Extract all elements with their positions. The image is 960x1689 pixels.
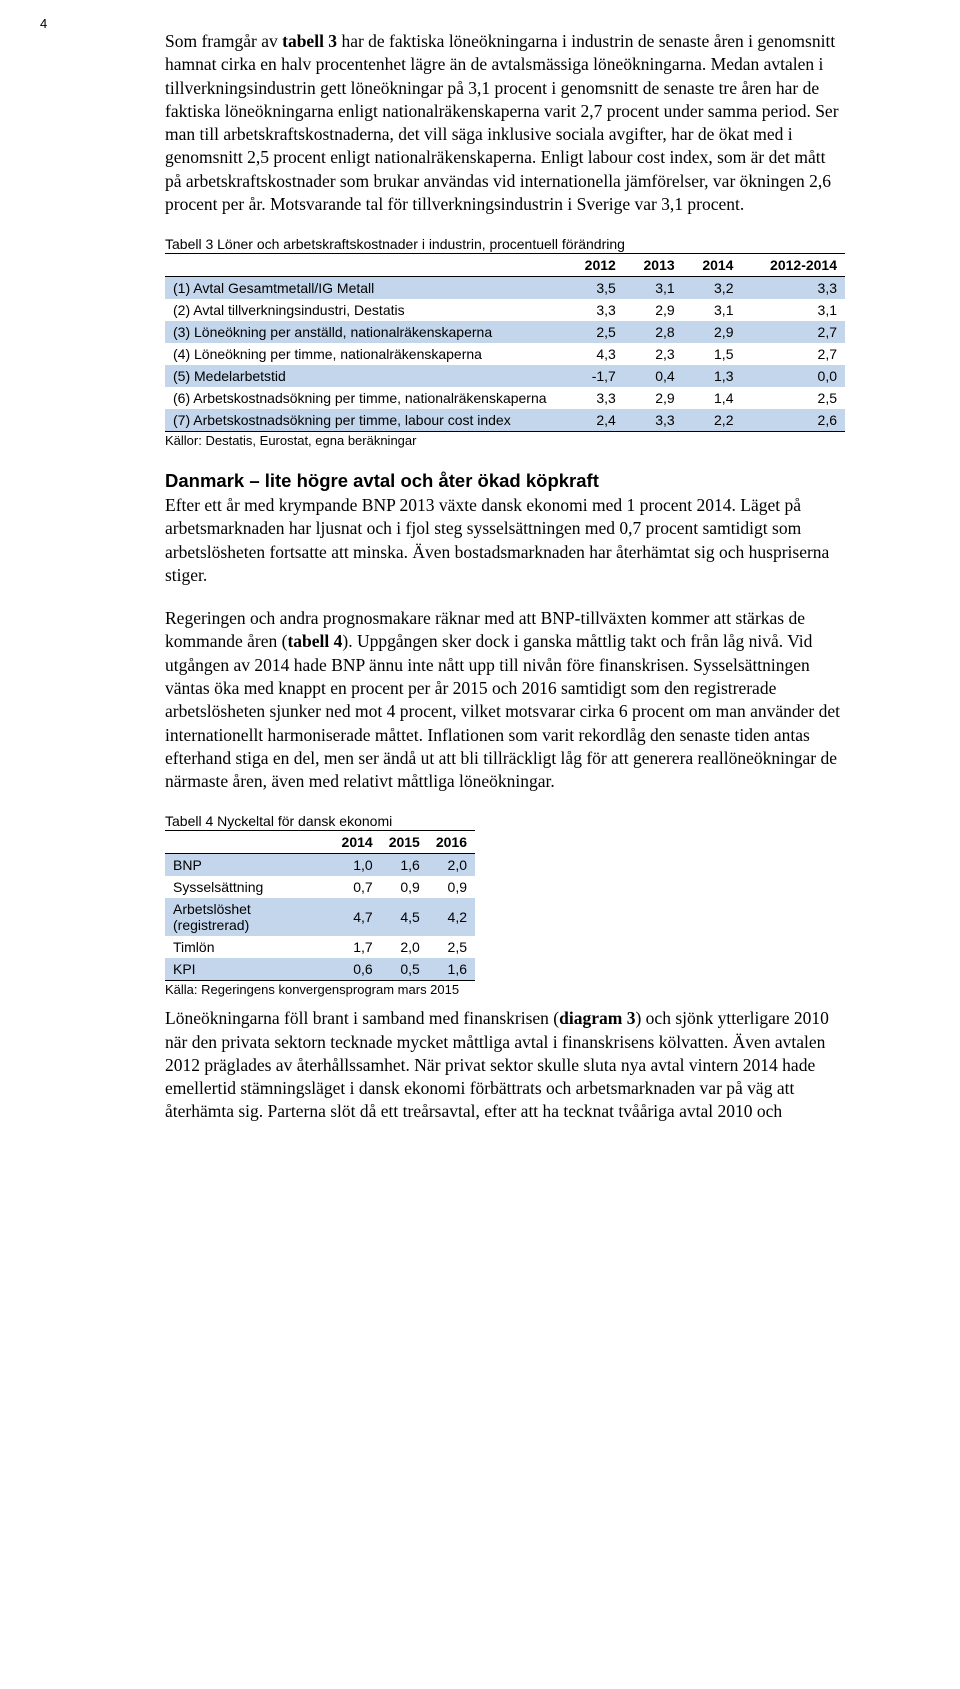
table-cell: 3,3	[624, 409, 683, 432]
table-col-header: 2016	[428, 831, 475, 854]
table-row: (7) Arbetskostnadsökning per timme, labo…	[165, 409, 845, 432]
table-cell: 0,0	[741, 365, 845, 387]
table-cell: 2,3	[624, 343, 683, 365]
table3-title: Tabell 3 Löner och arbetskraftskostnader…	[165, 236, 845, 252]
table-col-header: 2012-2014	[741, 254, 845, 277]
paragraph-2: Efter ett år med krympande BNP 2013 växt…	[165, 494, 845, 587]
table-cell: 2,6	[741, 409, 845, 432]
text: Som framgår av	[165, 31, 282, 51]
table-col-header: 2014	[683, 254, 742, 277]
table-cell: 3,3	[741, 277, 845, 300]
paragraph-4: Löneökningarna föll brant i samband med …	[165, 1007, 845, 1123]
table3-source: Källor: Destatis, Eurostat, egna beräkni…	[165, 433, 845, 448]
table-cell: 2,2	[683, 409, 742, 432]
table-4: 201420152016 BNP1,01,62,0Sysselsättning0…	[165, 830, 475, 981]
table-cell: 0,9	[381, 876, 428, 898]
page-content: Som framgår av tabell 3 har de faktiska …	[0, 0, 960, 1164]
table-cell: 4,7	[334, 898, 381, 936]
table-row-label: (5) Medelarbetstid	[165, 365, 565, 387]
table-row-label: BNP	[165, 854, 334, 877]
table-cell: 2,0	[428, 854, 475, 877]
table-cell: 2,9	[624, 387, 683, 409]
table-row-label: KPI	[165, 958, 334, 981]
table-cell: 4,2	[428, 898, 475, 936]
table-cell: 0,9	[428, 876, 475, 898]
page-number: 4	[40, 16, 47, 31]
table-row: (5) Medelarbetstid-1,70,41,30,0	[165, 365, 845, 387]
table-cell: 1,6	[428, 958, 475, 981]
table-row-label: (2) Avtal tillverkningsindustri, Destati…	[165, 299, 565, 321]
table-cell: 1,3	[683, 365, 742, 387]
table4-source: Källa: Regeringens konvergensprogram mar…	[165, 982, 845, 997]
table-row: KPI0,60,51,6	[165, 958, 475, 981]
text: Löneökningarna föll brant i samband med …	[165, 1008, 559, 1028]
table-3: 2012201320142012-2014 (1) Avtal Gesamtme…	[165, 253, 845, 432]
paragraph-1: Som framgår av tabell 3 har de faktiska …	[165, 30, 845, 216]
table-cell: 0,6	[334, 958, 381, 981]
table-cell: 0,5	[381, 958, 428, 981]
table-cell: 3,1	[683, 299, 742, 321]
table-row-label: (3) Löneökning per anställd, nationalräk…	[165, 321, 565, 343]
table-cell: 2,4	[565, 409, 624, 432]
table-cell: -1,7	[565, 365, 624, 387]
ref-tabell-4: tabell 4	[287, 631, 342, 651]
table4-title: Tabell 4 Nyckeltal för dansk ekonomi	[165, 813, 845, 829]
table-cell: 2,9	[624, 299, 683, 321]
table-cell: 4,3	[565, 343, 624, 365]
table-cell: 2,9	[683, 321, 742, 343]
section-danmark-title: Danmark – lite högre avtal och åter ökad…	[165, 470, 845, 492]
table-cell: 2,7	[741, 321, 845, 343]
table-row: (6) Arbetskostnadsökning per timme, nati…	[165, 387, 845, 409]
table-cell: 3,3	[565, 299, 624, 321]
table-cell: 2,8	[624, 321, 683, 343]
table-col-header	[165, 831, 334, 854]
table-row-label: Timlön	[165, 936, 334, 958]
table-col-header: 2015	[381, 831, 428, 854]
table-cell: 0,7	[334, 876, 381, 898]
text: har de faktiska löneökningarna i industr…	[165, 31, 839, 214]
table-cell: 3,1	[741, 299, 845, 321]
table-cell: 3,2	[683, 277, 742, 300]
table-row: (3) Löneökning per anställd, nationalräk…	[165, 321, 845, 343]
table-cell: 2,5	[741, 387, 845, 409]
table-cell: 1,7	[334, 936, 381, 958]
table-row: Arbetslöshet (registrerad)4,74,54,2	[165, 898, 475, 936]
table-cell: 1,6	[381, 854, 428, 877]
table-cell: 1,5	[683, 343, 742, 365]
table-row-label: Arbetslöshet (registrerad)	[165, 898, 334, 936]
table-row-label: (7) Arbetskostnadsökning per timme, labo…	[165, 409, 565, 432]
table-row-label: (6) Arbetskostnadsökning per timme, nati…	[165, 387, 565, 409]
table-cell: 3,3	[565, 387, 624, 409]
paragraph-3: Regeringen och andra prognosmakare räkna…	[165, 607, 845, 793]
table-row: Sysselsättning0,70,90,9	[165, 876, 475, 898]
table-cell: 2,0	[381, 936, 428, 958]
table-cell: 3,5	[565, 277, 624, 300]
table-cell: 0,4	[624, 365, 683, 387]
table-row-label: Sysselsättning	[165, 876, 334, 898]
table-col-header	[165, 254, 565, 277]
ref-diagram-3: diagram 3	[559, 1008, 635, 1028]
ref-tabell-3: tabell 3	[282, 31, 337, 51]
text: ). Uppgången sker dock i ganska måttlig …	[165, 631, 840, 791]
table-row: (4) Löneökning per timme, nationalräkens…	[165, 343, 845, 365]
table-cell: 4,5	[381, 898, 428, 936]
table-col-header: 2013	[624, 254, 683, 277]
table-cell: 2,5	[565, 321, 624, 343]
table-row: (2) Avtal tillverkningsindustri, Destati…	[165, 299, 845, 321]
table-cell: 2,5	[428, 936, 475, 958]
table-row: BNP1,01,62,0	[165, 854, 475, 877]
table-cell: 3,1	[624, 277, 683, 300]
table-row-label: (1) Avtal Gesamtmetall/IG Metall	[165, 277, 565, 300]
table-row: (1) Avtal Gesamtmetall/IG Metall3,53,13,…	[165, 277, 845, 300]
table-cell: 1,0	[334, 854, 381, 877]
table-col-header: 2012	[565, 254, 624, 277]
table-col-header: 2014	[334, 831, 381, 854]
table-row-label: (4) Löneökning per timme, nationalräkens…	[165, 343, 565, 365]
table-cell: 2,7	[741, 343, 845, 365]
table-row: Timlön1,72,02,5	[165, 936, 475, 958]
table-cell: 1,4	[683, 387, 742, 409]
